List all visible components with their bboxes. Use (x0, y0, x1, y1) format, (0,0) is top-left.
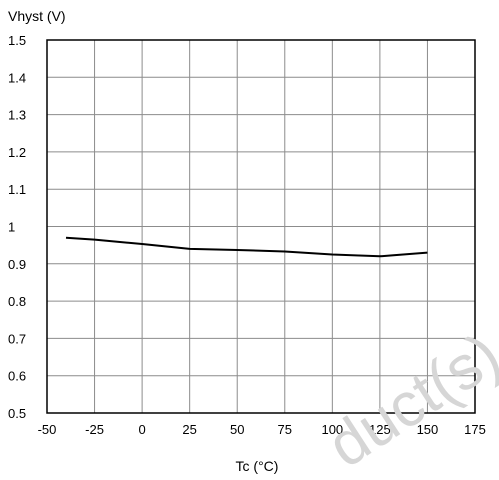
x-tick-label: -25 (85, 422, 104, 437)
x-tick-label: 150 (417, 422, 439, 437)
y-axis-title: Vhyst (V) (8, 8, 66, 24)
y-tick-label: 0.9 (8, 257, 26, 272)
x-tick-label: 75 (278, 422, 292, 437)
y-tick-label: 0.7 (8, 331, 26, 346)
y-tick-label: 1.1 (8, 182, 26, 197)
y-tick-labels: 0.5 0.6 0.7 0.8 0.9 1 1.1 1.2 1.3 1.4 1.5 (8, 33, 26, 421)
plot-frame (46, 39, 476, 414)
series-layer (65, 236, 428, 258)
y-tick-label: 0.8 (8, 294, 26, 309)
x-tick-label: -50 (38, 422, 57, 437)
x-tick-label: 0 (138, 422, 145, 437)
x-tick-label: 50 (230, 422, 244, 437)
x-tick-label: 100 (321, 422, 343, 437)
y-tick-label: 0.6 (8, 369, 26, 384)
y-tick-label: 1.3 (8, 108, 26, 123)
y-tick-label: 1.4 (8, 70, 26, 85)
y-tick-label: 1.5 (8, 33, 26, 48)
x-tick-label: 25 (182, 422, 196, 437)
series-line (65, 236, 428, 258)
grid (46, 39, 476, 414)
x-tick-label: 175 (464, 422, 486, 437)
y-tick-label: 1 (8, 220, 15, 235)
x-tick-labels: -50 -25 0 25 50 75 100 125 150 175 (38, 422, 486, 437)
y-tick-label: 0.5 (8, 406, 26, 421)
watermark-text: duct(s) (316, 320, 499, 480)
x-tick-label: 125 (369, 422, 391, 437)
y-tick-label: 1.2 (8, 145, 26, 160)
x-axis-title: Tc (°C) (236, 458, 279, 474)
